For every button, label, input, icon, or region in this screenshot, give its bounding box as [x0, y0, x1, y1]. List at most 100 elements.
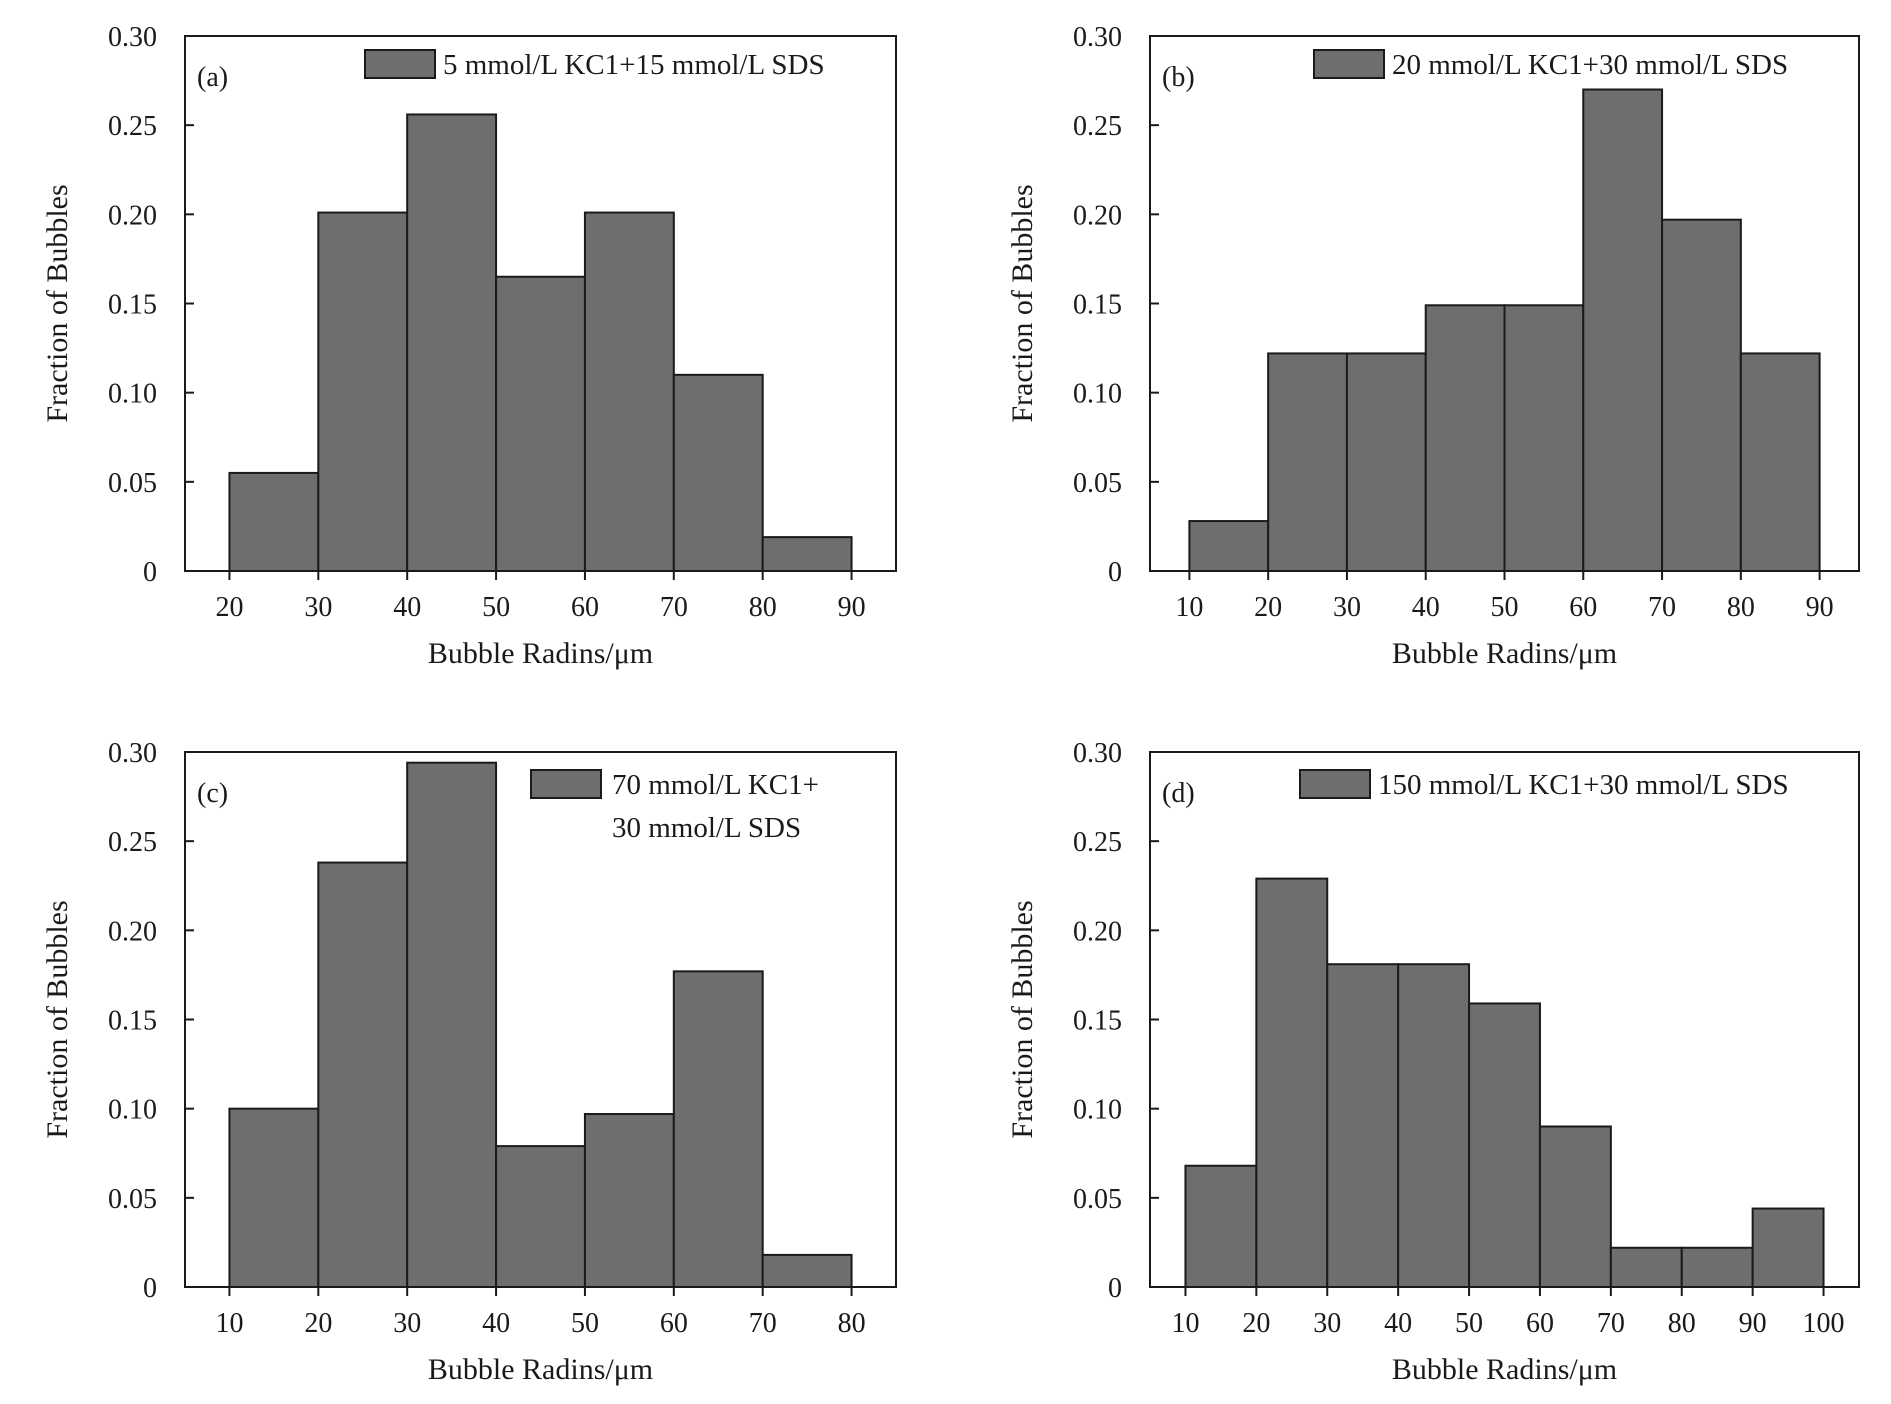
histogram-bar	[1424, 304, 1506, 572]
y-tick-label: 0	[143, 557, 157, 588]
x-tick-label: 60	[1526, 1308, 1554, 1339]
x-tick-label: 20	[1254, 592, 1282, 623]
y-tick-label: 0.30	[108, 738, 157, 769]
y-tick-label: 0.10	[1073, 379, 1122, 410]
legend-swatch	[1313, 49, 1385, 79]
x-tick-label: 40	[1384, 1308, 1412, 1339]
y-tick-label: 0.15	[108, 290, 157, 321]
histogram-panel: 0 0.05 0.10 0.15 0.20 0.25 0.30 10 20 30 40 50 60 70 8…	[1006, 738, 1860, 1386]
x-tick-label: 10	[1175, 592, 1203, 623]
x-tick-label: 100	[1803, 1308, 1845, 1339]
y-tick-label: 0.15	[108, 1006, 157, 1037]
x-tick-label: 30	[1333, 592, 1361, 623]
x-tick-label: 30	[1313, 1308, 1341, 1339]
y-tick-label: 0.30	[1073, 22, 1122, 53]
y-tick-label: 0.20	[108, 916, 157, 947]
x-tick-label: 80	[1727, 592, 1755, 623]
x-tick-label: 80	[749, 592, 777, 623]
histogram-bar	[583, 1113, 675, 1289]
legend-entry: 30 mmol/L SDS	[612, 812, 801, 844]
x-tick-label: 40	[393, 592, 421, 623]
y-tick-label: 0	[1108, 557, 1122, 588]
legend-entry: 70 mmol/L KC1+	[612, 769, 819, 801]
x-tick-label: 30	[304, 592, 332, 623]
histogram-bar	[1680, 1246, 1754, 1289]
panel-label: (a)	[197, 62, 228, 93]
y-axis-label: Fraction of Bubbles	[1006, 900, 1039, 1138]
y-tick-label: 0	[143, 1273, 157, 1304]
x-tick-label: 50	[1455, 1308, 1483, 1339]
y-tick-label: 0.05	[108, 468, 157, 499]
histogram-panel: 0 0.05 0.10 0.15 0.20 0.25 0.30 10 20 30 40 50 60 70 8…	[41, 738, 897, 1386]
histogram-bar	[1661, 218, 1742, 573]
x-axis-label: Bubble Radins/μm	[428, 1353, 653, 1386]
histogram-bar	[1751, 1207, 1825, 1288]
histogram-bar	[1503, 304, 1585, 572]
y-tick-label: 0.25	[108, 827, 157, 858]
x-tick-label: 50	[482, 592, 510, 623]
legend-swatch	[364, 49, 436, 79]
y-axis-label: Fraction of Bubbles	[41, 184, 74, 422]
histogram-bar	[1345, 352, 1427, 572]
histogram-bar	[495, 1145, 586, 1289]
x-tick-label: 50	[1491, 592, 1519, 623]
y-tick-label: 0.15	[1073, 290, 1122, 321]
y-tick-label: 0.05	[1073, 468, 1122, 499]
histogram-bar	[228, 471, 320, 572]
histogram-bar	[1326, 963, 1400, 1288]
histogram-bar	[1397, 963, 1471, 1288]
x-tick-label: 10	[215, 1308, 243, 1339]
x-tick-label: 30	[393, 1308, 421, 1339]
x-tick-label: 40	[1412, 592, 1440, 623]
x-axis-label: Bubble Radins/μm	[428, 637, 653, 670]
x-tick-label: 70	[749, 1308, 777, 1339]
y-tick-label: 0.20	[108, 200, 157, 231]
x-tick-label: 60	[571, 592, 599, 623]
x-tick-label: 60	[660, 1308, 688, 1339]
histogram-bar	[317, 211, 409, 573]
y-tick-label: 0.30	[1073, 738, 1122, 769]
x-tick-label: 90	[1739, 1308, 1767, 1339]
x-tick-label: 80	[1668, 1308, 1696, 1339]
y-tick-label: 0.10	[1073, 1095, 1122, 1126]
histogram-bar	[317, 861, 409, 1288]
legend-swatch	[1299, 769, 1371, 799]
panel-label: (d)	[1162, 778, 1195, 809]
histogram-bar	[583, 211, 675, 573]
histogram-bar	[228, 1107, 320, 1288]
histogram-bar	[1184, 1164, 1258, 1288]
histogram-bar	[1267, 352, 1348, 572]
x-tick-label: 80	[838, 1308, 866, 1339]
histogram-bar	[1582, 88, 1664, 572]
histogram-bar	[1609, 1246, 1683, 1289]
y-tick-label: 0.30	[108, 22, 157, 53]
histogram-bar	[1255, 877, 1329, 1288]
histogram-bar	[495, 275, 586, 572]
x-tick-label: 20	[304, 1308, 332, 1339]
x-tick-label: 60	[1569, 592, 1597, 623]
y-axis-label: Fraction of Bubbles	[1006, 184, 1039, 422]
y-tick-label: 0.20	[1073, 200, 1122, 231]
histogram-bar	[672, 970, 764, 1288]
histogram-bar	[1468, 1002, 1541, 1288]
legend-swatch	[530, 769, 602, 799]
x-tick-label: 90	[1806, 592, 1834, 623]
y-tick-label: 0.05	[108, 1184, 157, 1215]
x-tick-label: 40	[482, 1308, 510, 1339]
panel-label: (b)	[1162, 62, 1195, 93]
histogram-panel: 0 0.05 0.10 0.15 0.20 0.25 0.30 20 30 40 50 60 70 80 9…	[41, 22, 897, 670]
x-axis-label: Bubble Radins/μm	[1392, 1353, 1617, 1386]
histogram-bar	[672, 373, 764, 573]
histogram-panel: 0 0.05 0.10 0.15 0.20 0.25 0.30 10 20 30 40 50 60 70 8…	[1006, 22, 1860, 670]
y-tick-label: 0.25	[1073, 827, 1122, 858]
y-tick-label: 0.20	[1073, 916, 1122, 947]
panel-label: (c)	[197, 778, 228, 809]
legend-entry: 150 mmol/L KC1+30 mmol/L SDS	[1378, 769, 1789, 801]
x-tick-label: 70	[1648, 592, 1676, 623]
histogram-bar	[406, 113, 498, 572]
y-tick-label: 0	[1108, 1273, 1122, 1304]
y-tick-label: 0.25	[1073, 111, 1122, 142]
x-tick-label: 50	[571, 1308, 599, 1339]
x-tick-label: 90	[838, 592, 866, 623]
